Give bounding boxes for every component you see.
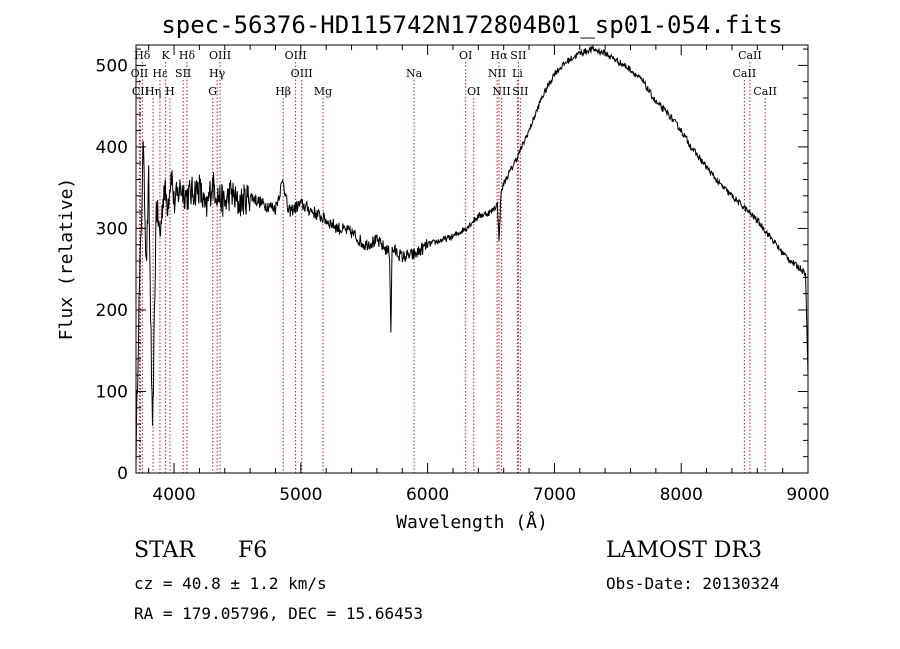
- chart-title: spec-56376-HD115742N172804B01_sp01-054.f…: [161, 11, 782, 39]
- line-label-22: SII: [510, 49, 526, 62]
- redshift-cz: cz = 40.8 ± 1.2 km/s: [134, 574, 327, 593]
- line-label-4: Hη: [145, 85, 161, 98]
- survey-name: LAMOST DR3: [606, 538, 762, 563]
- line-label-1: OII: [131, 67, 149, 80]
- y-tick-label-5: 500: [96, 56, 128, 76]
- line-label-7: H: [165, 85, 175, 98]
- x-tick-label-3: 7000: [533, 485, 576, 505]
- y-tick-label-0: 0: [117, 464, 128, 484]
- line-label-5: K: [162, 49, 171, 62]
- line-label-14: Hβ: [275, 85, 291, 98]
- x-axis-label: Wavelength (Å): [396, 511, 548, 533]
- line-label-25: CaII: [738, 49, 762, 62]
- spectrum-line: [135, 44, 809, 470]
- x-tick-label-5: 9000: [786, 485, 829, 505]
- plot-frame: [135, 44, 809, 474]
- line-label-12: OIII: [285, 49, 307, 62]
- line-label-10: Hγ: [209, 67, 226, 80]
- x-tick-label-1: 5000: [279, 485, 322, 505]
- line-label-0: Hδ: [134, 49, 151, 62]
- y-tick-label-3: 300: [96, 219, 128, 239]
- x-tick-label-0: 4000: [152, 485, 195, 505]
- line-label-13: OIII: [291, 67, 313, 80]
- line-label-16: Na: [406, 67, 423, 80]
- line-label-17: OI: [459, 49, 472, 62]
- line-label-20: NII: [488, 67, 506, 80]
- line-label-9: OIII: [209, 49, 231, 62]
- x-tick-label-4: 8000: [660, 485, 703, 505]
- line-label-23: Li: [512, 67, 523, 80]
- line-label-26: CaII: [733, 67, 757, 80]
- line-label-24: SII: [512, 85, 528, 98]
- y-tick-label-1: 100: [96, 382, 128, 402]
- line-label-21: NII: [492, 85, 510, 98]
- x-tick-label-2: 6000: [406, 485, 449, 505]
- y-tick-label-4: 400: [96, 138, 128, 158]
- object-type: STAR: [134, 538, 195, 563]
- coordinates: RA = 179.05796, DEC = 15.66453: [134, 604, 423, 623]
- spectral-subclass: F6: [238, 538, 268, 563]
- line-label-15: Mg: [314, 85, 332, 98]
- line-label-19: Hα: [490, 49, 508, 62]
- line-label-27: CaII: [753, 85, 777, 98]
- line-label-3: Hε: [152, 67, 168, 80]
- line-label-18: OI: [467, 85, 480, 98]
- observation-date: Obs-Date: 20130324: [606, 574, 780, 593]
- y-tick-label-2: 200: [96, 301, 128, 321]
- line-label-6: SII: [175, 67, 191, 80]
- line-label-11: G: [208, 85, 217, 98]
- y-axis-label: Flux (relative): [56, 178, 77, 341]
- line-label-8: Hδ: [179, 49, 196, 62]
